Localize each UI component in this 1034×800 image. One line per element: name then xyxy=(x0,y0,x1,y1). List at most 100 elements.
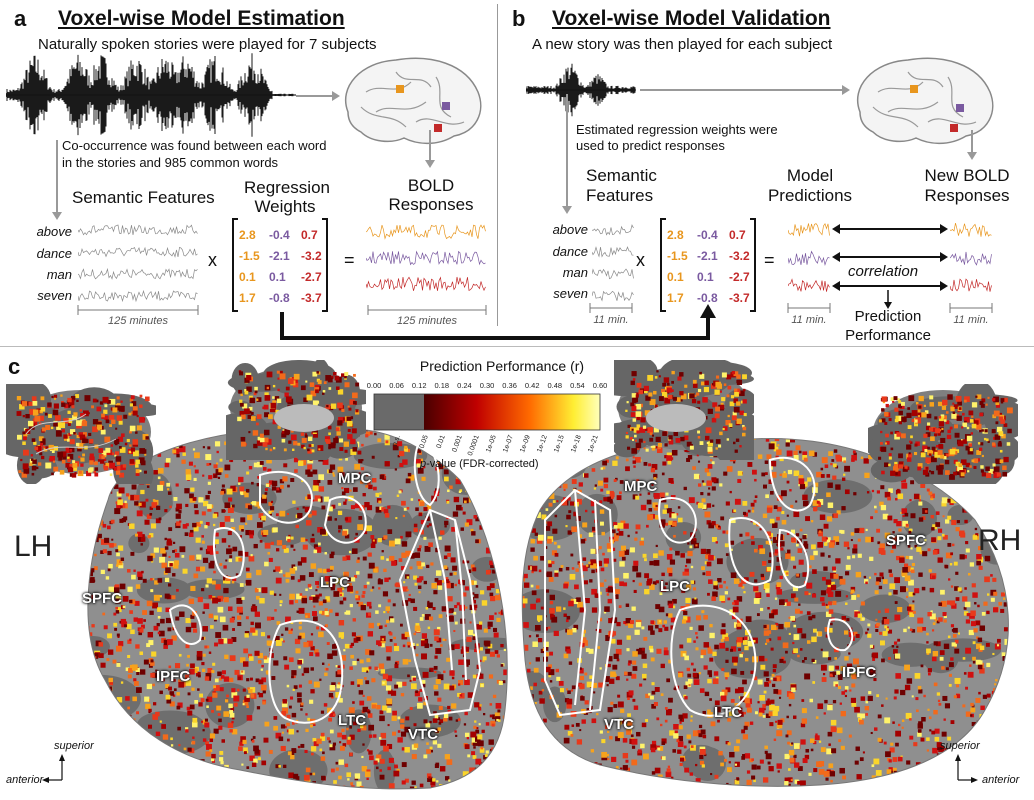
voxel-mark xyxy=(760,664,766,670)
voxel-mark xyxy=(565,646,571,652)
voxel-mark xyxy=(157,453,162,457)
word-man: man xyxy=(46,267,72,282)
voxel-mark xyxy=(193,526,199,532)
voxel-mark xyxy=(239,486,245,492)
voxel-mark xyxy=(844,694,848,698)
voxel-mark xyxy=(788,703,792,707)
voxel-mark xyxy=(448,582,454,589)
voxel-mark xyxy=(256,706,261,710)
voxel-mark xyxy=(474,648,478,653)
voxel-mark xyxy=(893,696,897,700)
voxel-mark xyxy=(832,699,837,704)
voxel-mark xyxy=(670,617,676,623)
voxel-mark xyxy=(280,724,286,729)
voxel-mark xyxy=(472,636,477,641)
voxel-mark xyxy=(131,574,136,580)
voxel-mark xyxy=(470,564,475,569)
voxel-mark xyxy=(614,533,619,539)
voxel-mark xyxy=(909,628,913,632)
voxel-mark xyxy=(871,764,875,768)
voxel-mark xyxy=(116,662,121,667)
voxel-mark xyxy=(301,480,304,483)
voxel-mark xyxy=(733,461,736,464)
voxel-mark xyxy=(709,632,715,639)
voxel-mark xyxy=(773,738,777,741)
voxel-mark xyxy=(135,533,138,537)
voxel-mark xyxy=(718,751,723,756)
voxel-mark xyxy=(213,464,218,469)
voxel-mark xyxy=(665,771,672,778)
voxel-mark xyxy=(893,519,898,524)
voxel-mark xyxy=(100,569,105,574)
voxel-mark xyxy=(310,689,315,694)
voxel-mark xyxy=(792,585,799,592)
voxel-mark xyxy=(378,663,385,669)
voxel-mark xyxy=(338,715,341,718)
voxel-mark xyxy=(164,462,170,468)
voxel-mark xyxy=(650,468,655,473)
voxel-mark xyxy=(488,739,494,745)
voxel-mark xyxy=(779,473,782,477)
voxel-mark xyxy=(401,780,406,785)
voxel-mark xyxy=(254,749,260,754)
voxel-mark xyxy=(853,658,859,665)
voxel-mark xyxy=(701,498,706,503)
voxel-mark xyxy=(150,589,154,593)
voxel-mark xyxy=(606,593,610,596)
voxel-mark xyxy=(766,593,770,597)
voxel-mark xyxy=(715,676,719,680)
voxel-mark xyxy=(227,606,233,612)
voxel-mark xyxy=(572,598,578,605)
voxel-mark xyxy=(793,754,797,759)
voxel-mark xyxy=(115,549,119,553)
voxel-mark xyxy=(530,547,535,552)
voxel-mark xyxy=(185,469,191,475)
voxel-mark xyxy=(97,533,102,539)
voxel-mark xyxy=(356,559,360,563)
voxel-mark xyxy=(281,710,287,716)
voxel-mark xyxy=(250,501,253,504)
voxel-mark xyxy=(599,667,602,670)
voxel-mark xyxy=(242,703,245,706)
voxel-mark xyxy=(472,592,475,595)
voxel-mark xyxy=(362,694,365,697)
voxel-mark xyxy=(627,534,630,538)
voxel-mark xyxy=(850,532,855,536)
voxel-mark xyxy=(622,765,628,771)
voxel-mark xyxy=(829,771,836,777)
voxel-mark xyxy=(114,627,118,631)
voxel-mark xyxy=(529,686,533,690)
voxel-mark xyxy=(282,544,287,549)
voxel-mark xyxy=(313,549,318,554)
voxel-mark xyxy=(943,534,948,540)
voxel-mark xyxy=(711,536,717,542)
voxel-mark xyxy=(854,706,860,713)
voxel-mark xyxy=(428,523,432,527)
voxel-mark xyxy=(690,745,694,748)
voxel-mark xyxy=(750,502,755,507)
voxel-mark xyxy=(317,542,321,546)
voxel-mark xyxy=(908,579,914,586)
voxel-mark xyxy=(242,661,249,667)
voxel-mark xyxy=(381,638,385,641)
voxel-mark xyxy=(135,644,140,649)
voxel-mark xyxy=(653,506,658,511)
voxel-mark xyxy=(848,652,851,655)
voxel-mark xyxy=(367,573,373,579)
voxel-mark xyxy=(172,573,176,577)
voxel-mark xyxy=(275,577,282,584)
voxel-mark xyxy=(596,712,599,716)
voxel-mark xyxy=(215,551,219,554)
voxel-mark xyxy=(627,671,632,676)
voxel-mark xyxy=(635,524,641,530)
voxel-mark xyxy=(316,585,320,589)
voxel-mark xyxy=(451,526,456,532)
voxel-mark xyxy=(619,581,624,587)
voxel-mark xyxy=(828,609,834,614)
voxel-mark xyxy=(607,496,613,502)
voxel-mark xyxy=(696,636,699,639)
voxel-mark xyxy=(705,554,710,559)
voxel-mark xyxy=(865,631,868,635)
voxel-mark xyxy=(857,713,862,718)
voxel-mark xyxy=(726,530,730,535)
